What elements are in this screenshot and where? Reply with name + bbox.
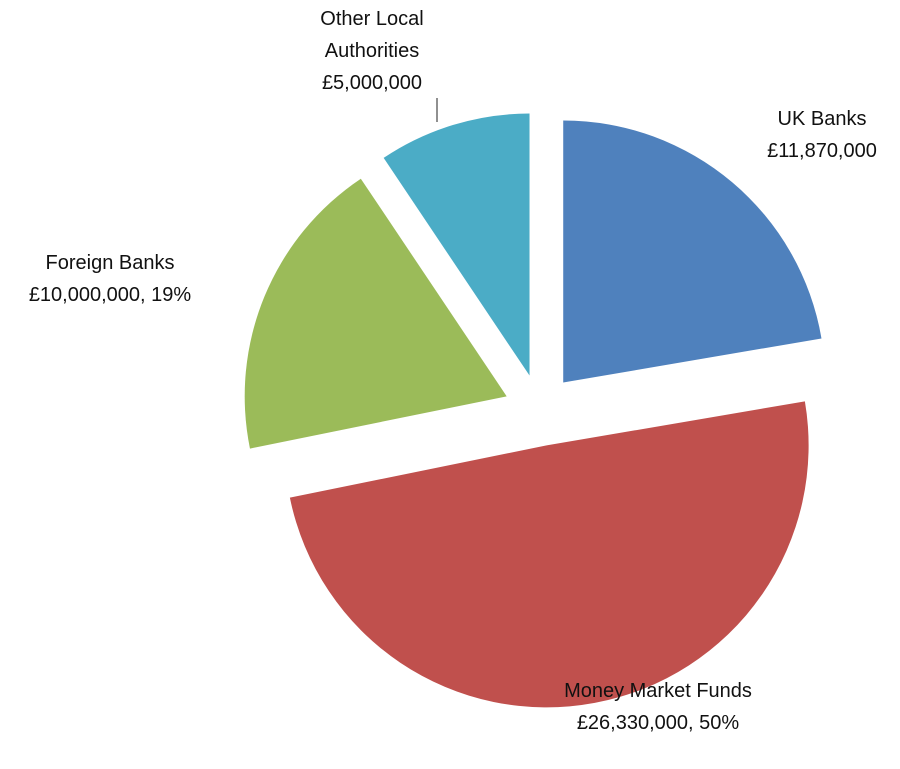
pie-slice [383,113,530,376]
label-category: Money Market Funds [564,680,752,702]
label-value: £10,000,000, 19% [29,284,192,306]
label-category: Other Local [320,8,423,30]
label-category: Foreign Banks [46,252,175,274]
label-value: £11,870,000 [767,140,877,162]
label-category: UK Banks [778,108,867,130]
data-label: Foreign Banks £10,000,000, 19% [29,252,192,306]
label-category: Authorities [325,40,420,62]
data-label: Money Market Funds £26,330,000, 50% [564,680,752,734]
data-label: Other Local Authorities £5,000,000 [320,8,423,94]
label-value: £26,330,000, 50% [577,712,740,734]
pie-slice [289,401,809,708]
label-value: £5,000,000 [322,72,422,94]
data-label: UK Banks £11,870,000 [767,108,877,162]
pie-slice [563,120,822,383]
pie-slice [244,178,507,449]
